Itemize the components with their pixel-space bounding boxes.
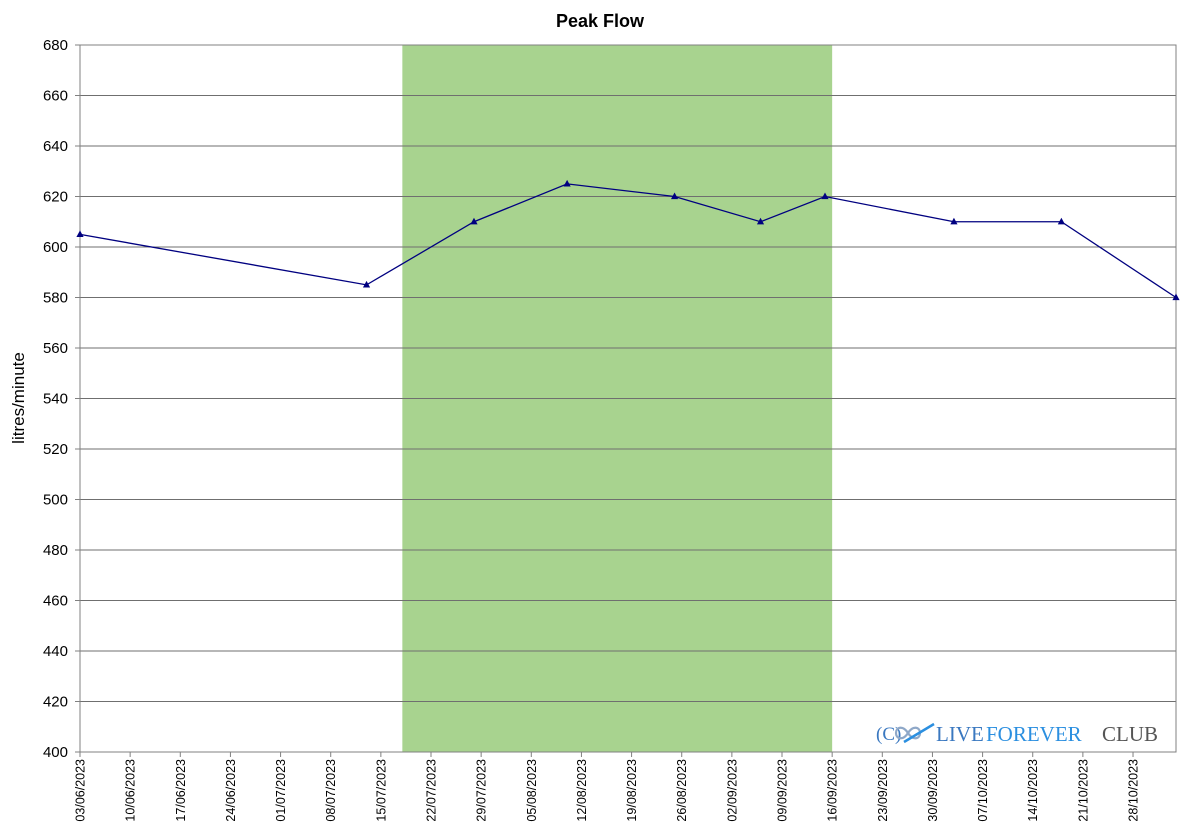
y-tick-label: 680 [43, 37, 68, 54]
watermark-copyright: (C) [876, 724, 901, 745]
x-tick-label: 09/09/2023 [776, 759, 790, 822]
x-tick-label: 07/10/2023 [976, 759, 990, 822]
x-tick-label: 17/06/2023 [174, 759, 188, 822]
watermark-club: CLUB [1102, 722, 1158, 746]
x-tick-label: 02/09/2023 [725, 759, 739, 822]
x-tick-label: 10/06/2023 [124, 759, 138, 822]
data-point-marker [1172, 293, 1180, 301]
infinity-icon [894, 722, 935, 744]
y-axis-ticks: 400 420 440 460 480 500 520 540 560 580 600 620 640 6… [43, 37, 80, 761]
data-point-marker [563, 179, 571, 187]
x-tick-label: 29/07/2023 [475, 759, 489, 822]
data-point-marker [756, 217, 765, 225]
data-point-marker [1057, 217, 1065, 225]
x-tick-label: 08/07/2023 [324, 759, 338, 822]
x-tick-label: 28/10/2023 [1127, 759, 1141, 822]
x-tick-label: 22/07/2023 [425, 759, 439, 822]
series-peak-flow [76, 179, 1180, 301]
y-tick-label: 580 [43, 290, 68, 307]
x-tick-label: 26/08/2023 [675, 759, 689, 822]
x-axis-ticks: 03/06/2023 10/06/2023 17/06/2023 24/06/2023… [74, 752, 1141, 822]
x-tick-label: 01/07/2023 [274, 759, 288, 822]
x-tick-label: 24/06/2023 [224, 759, 238, 822]
data-point-marker [670, 192, 679, 200]
x-tick-label: 30/09/2023 [926, 759, 940, 822]
x-tick-label: 05/08/2023 [525, 759, 539, 822]
data-point-marker [362, 280, 371, 288]
data-point-marker [76, 230, 84, 237]
gridlines [80, 44, 1176, 753]
y-tick-label: 460 [43, 593, 68, 610]
x-tick-label: 03/06/2023 [74, 759, 88, 822]
y-tick-label: 440 [43, 643, 68, 660]
y-tick-label: 480 [43, 542, 68, 559]
x-tick-label: 23/09/2023 [876, 759, 890, 822]
data-point-marker [821, 192, 829, 200]
y-tick-label: 400 [43, 744, 68, 761]
x-tick-label: 15/07/2023 [374, 759, 388, 822]
watermark: (C) LIVE FOREVER CLUB [876, 722, 1158, 746]
series-line [79, 183, 1177, 299]
y-tick-label: 640 [43, 138, 68, 155]
y-tick-label: 620 [43, 189, 68, 206]
y-tick-label: 600 [43, 239, 68, 256]
y-tick-label: 540 [43, 391, 68, 408]
x-tick-label: 21/10/2023 [1076, 759, 1090, 822]
x-tick-label: 19/08/2023 [625, 759, 639, 822]
y-tick-label: 560 [43, 340, 68, 357]
y-axis-label: litres/minute [9, 352, 28, 444]
x-tick-label: 14/10/2023 [1026, 759, 1040, 822]
y-tick-label: 660 [43, 88, 68, 105]
data-point-marker [470, 217, 478, 225]
y-tick-label: 520 [43, 441, 68, 458]
plot-area-frame [79, 44, 1177, 753]
x-tick-label: 12/08/2023 [575, 759, 589, 822]
watermark-forever: FOREVER [986, 722, 1082, 746]
data-point-marker [950, 217, 958, 225]
x-tick-label: 16/09/2023 [826, 759, 840, 822]
y-tick-label: 500 [43, 492, 68, 509]
y-tick-label: 420 [43, 694, 68, 711]
watermark-live: LIVE [936, 722, 984, 746]
chart-title: Peak Flow [556, 11, 645, 31]
